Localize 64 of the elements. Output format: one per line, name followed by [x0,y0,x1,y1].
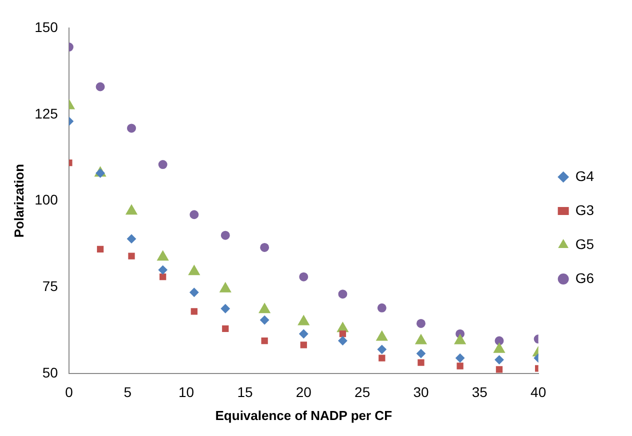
legend-label: G4 [575,168,594,184]
point [96,82,105,92]
x-tick-label: 30 [413,384,429,400]
point [456,354,465,363]
point [496,366,503,373]
point [338,336,348,346]
point [376,330,388,341]
point [378,354,386,362]
point [298,315,310,326]
point [220,304,230,314]
point [300,342,307,348]
point [339,330,346,338]
y-tick-label: 100 [34,192,58,208]
point [222,325,229,332]
point [261,337,268,344]
point [258,303,270,314]
point [338,290,348,299]
point [220,282,232,292]
point [454,334,466,344]
point [494,342,505,353]
point [415,334,427,344]
point [456,362,464,370]
point [299,272,308,282]
point [416,318,426,328]
point [158,160,168,170]
y-axis-title: Polarization [11,164,26,238]
legend-label: G6 [575,270,594,286]
x-tick-label: 40 [530,384,546,400]
point [377,303,386,312]
x-tick-label: 25 [354,384,370,400]
point [190,210,199,220]
x-tick-label: 35 [472,384,488,400]
point [160,274,166,280]
point [157,250,169,261]
x-axis-title: Equivalence of NADP per CF [215,408,392,423]
y-tick-label: 125 [34,105,58,122]
point [128,252,135,260]
x-tick-label: 20 [296,384,312,400]
x-tick-label: 5 [124,384,132,400]
point [190,288,199,297]
y-tick-label: 75 [42,278,58,294]
x-tick-label: 15 [237,384,253,400]
point [158,265,168,274]
point [418,359,424,366]
point [126,204,138,215]
point [494,355,504,364]
point [260,316,270,325]
point [220,230,230,240]
point [494,336,504,346]
point [188,265,200,276]
point [260,242,270,252]
x-tick-label: 10 [178,384,194,400]
point [190,308,198,315]
point [416,349,426,358]
point [127,234,136,244]
legend-label: G5 [575,236,594,252]
point [127,124,136,133]
x-tick-label: 0 [65,384,74,400]
point [96,246,104,253]
point [377,344,386,354]
y-tick-label: 50 [42,364,58,380]
point [299,329,308,338]
legend-label: G3 [575,202,594,218]
y-tick-label: 150 [34,18,58,35]
